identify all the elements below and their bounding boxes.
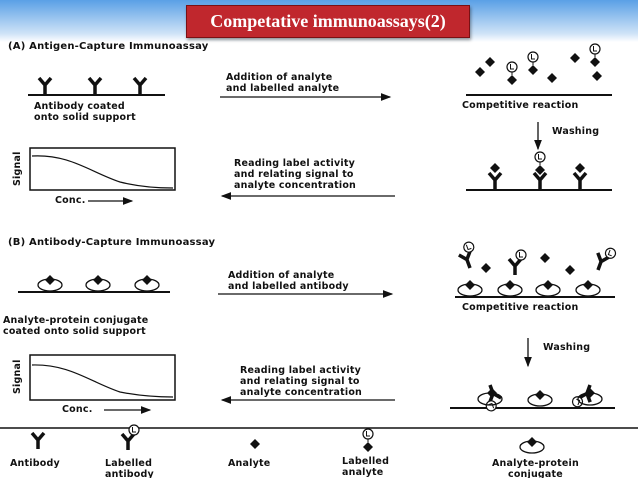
step-label: Addition of analyte and labelled analyte [226, 72, 340, 94]
conc-label: Conc. [55, 195, 86, 206]
step-label: Addition of analyte and labelled antibod… [228, 270, 349, 292]
step-label: Reading label activity and relating sign… [240, 365, 363, 398]
support-label: Analyte-protein conjugate coated onto so… [3, 315, 149, 337]
legend-label: Labelled antibody [105, 458, 154, 478]
conc-label: Conc. [62, 404, 93, 415]
reaction-label: Competitive reaction [462, 100, 579, 111]
washing-label: Washing [543, 342, 591, 353]
section-heading: (B) Antibody-Capture Immunoassay [8, 237, 216, 248]
washing-label: Washing [552, 126, 600, 137]
legend-label: Labelled analyte [342, 456, 390, 478]
reaction-label: Competitive reaction [462, 302, 579, 313]
slide-title: Competative immunoassays(2) [186, 5, 470, 38]
signal-label: Signal [12, 359, 23, 394]
legend-label: Antibody [10, 458, 60, 469]
section-heading: (A) Antigen-Capture Immunoassay [8, 41, 209, 52]
support-label: Antibody coated onto solid support [34, 101, 136, 123]
step-label: Reading label activity and relating sign… [234, 158, 357, 191]
legend-label: Analyte [228, 458, 271, 469]
legend-label: Analyte-protein conjugate [492, 458, 579, 478]
signal-label: Signal [12, 151, 23, 186]
